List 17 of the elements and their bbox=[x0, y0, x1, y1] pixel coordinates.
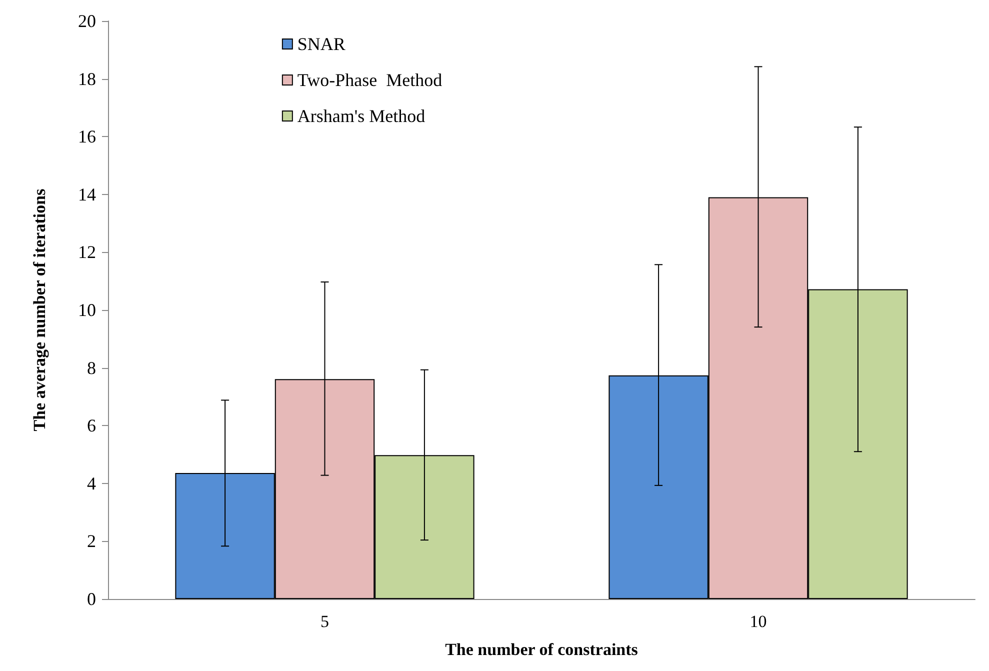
y-tick-label: 6 bbox=[87, 416, 96, 436]
y-tick-label: 16 bbox=[78, 126, 96, 147]
y-tick-label: 14 bbox=[78, 184, 96, 204]
y-tick-label: 0 bbox=[87, 589, 96, 609]
y-tick-label: 18 bbox=[78, 68, 96, 89]
x-tick-label: 5 bbox=[320, 612, 329, 631]
y-tick-label: 2 bbox=[87, 531, 96, 552]
legend-label: Arsham's Method bbox=[297, 106, 426, 126]
y-tick-label: 4 bbox=[87, 473, 96, 494]
y-axis-title: The average number of iterations bbox=[30, 188, 49, 432]
y-tick-label: 10 bbox=[78, 300, 96, 320]
legend-label: SNAR bbox=[297, 34, 346, 54]
legend-label: Two-Phase Method bbox=[297, 70, 442, 90]
y-tick-label: 8 bbox=[87, 358, 96, 378]
y-tick-label: 20 bbox=[78, 11, 96, 31]
y-tick-label: 12 bbox=[78, 242, 96, 262]
x-axis-title: The number of constraints bbox=[445, 640, 638, 659]
